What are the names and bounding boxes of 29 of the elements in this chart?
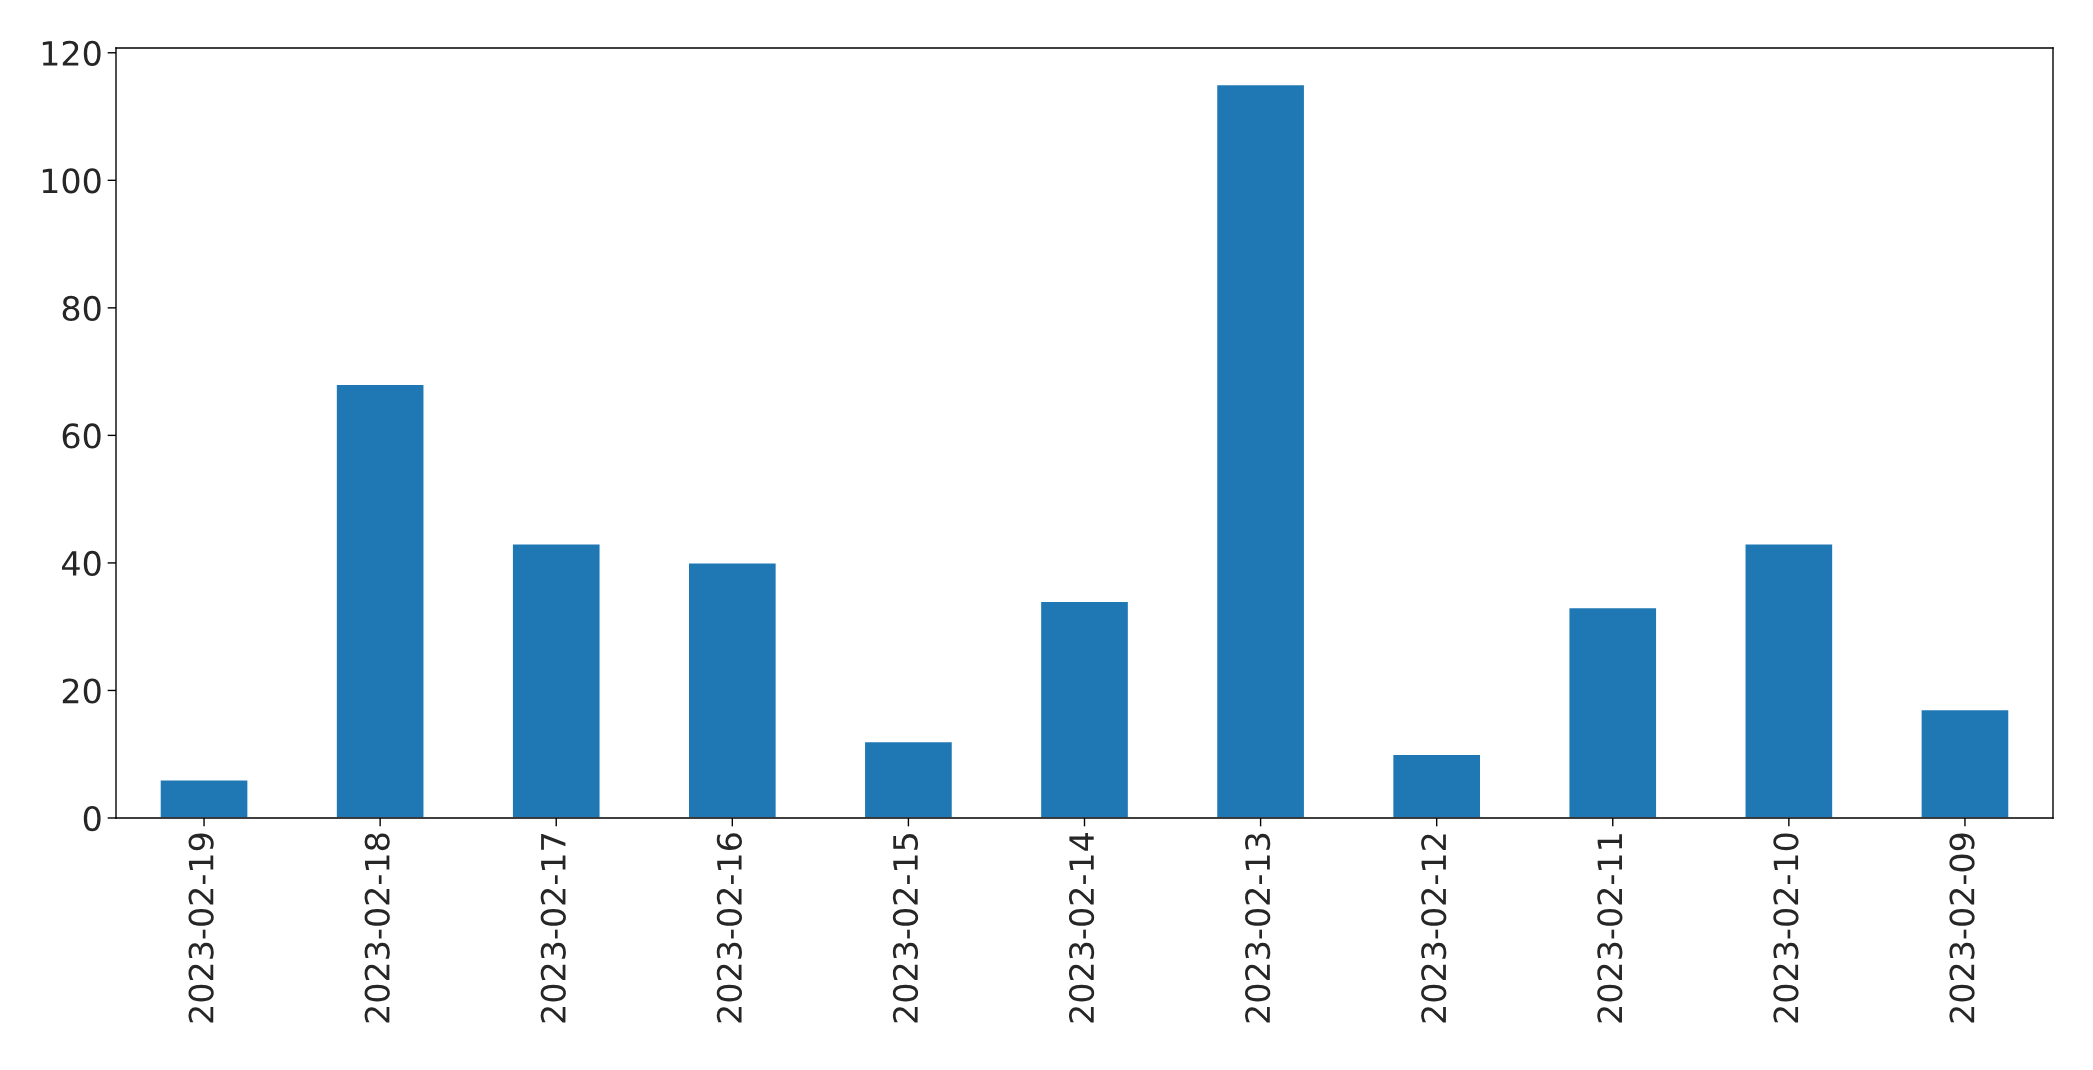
y-tick-label: 40 (62, 550, 101, 577)
y-tick-label: 0 (83, 805, 101, 832)
bar (159, 779, 249, 818)
bar (1391, 753, 1482, 818)
x-tick-label: 2023-02-19 (188, 833, 214, 1023)
bar (1215, 83, 1306, 818)
x-tick-label: 2023-02-13 (1245, 833, 1271, 1023)
bar (863, 740, 954, 818)
x-tick-label: 2023-02-15 (892, 834, 919, 1023)
bar (1920, 708, 2010, 818)
x-tick-label: 2023-02-09 (1949, 833, 1975, 1023)
bar (1744, 543, 1834, 818)
y-tick-label: 100 (42, 168, 101, 194)
x-tick-label: 2023-02-18 (364, 833, 390, 1023)
y-tick-label: 60 (62, 423, 101, 449)
bar (687, 562, 778, 818)
x-tick-label: 2023-02-16 (716, 833, 742, 1023)
x-tick-label: 2023-02-10 (1773, 833, 1799, 1023)
x-tick-label: 2023-02-12 (1421, 834, 1447, 1023)
x-tick-label: 2023-02-17 (540, 834, 566, 1023)
bar (1039, 600, 1130, 818)
x-tick-label: 2023-02-14 (1068, 833, 1095, 1023)
y-tick-label: 20 (62, 678, 101, 704)
y-tick-label: 120 (42, 40, 101, 66)
y-tick-label: 80 (62, 295, 101, 321)
bar (335, 383, 425, 818)
bar (1568, 606, 1658, 818)
bar (511, 543, 601, 818)
x-tick-label: 2023-02-11 (1597, 834, 1623, 1023)
